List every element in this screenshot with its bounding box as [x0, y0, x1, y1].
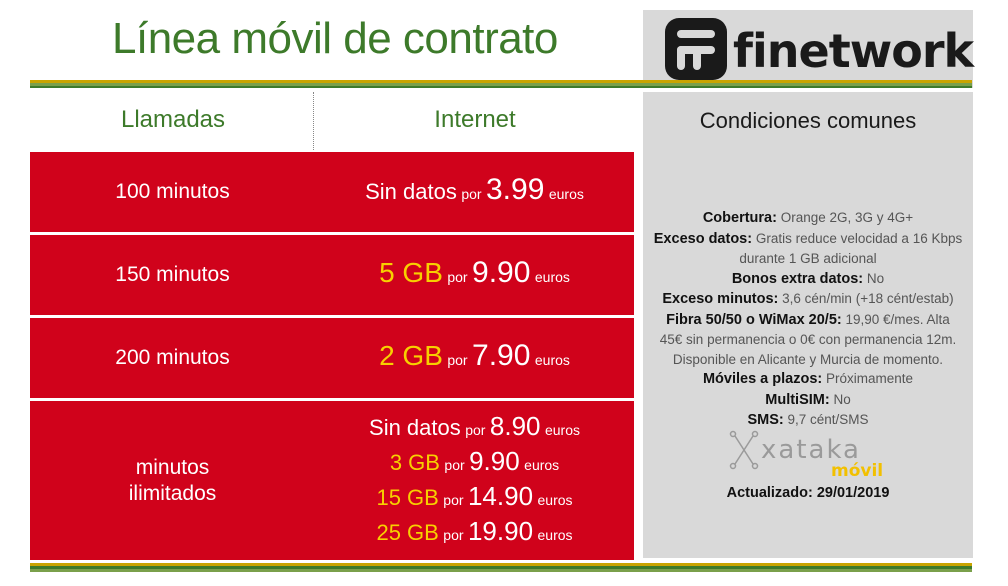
- offer-por: por: [465, 421, 486, 438]
- calls-line: ilimitados: [128, 481, 217, 505]
- condition-label: SMS:: [747, 412, 784, 428]
- condition-item: Móviles a plazos: Próximamente: [649, 369, 967, 390]
- plan-row: 100 minutos Sin datos por 3.99 euros: [30, 152, 634, 232]
- offer-unit: euros: [524, 456, 560, 473]
- condition-label: MultiSIM:: [765, 391, 830, 408]
- condition-item: Exceso datos: Gratis reduce velocidad a …: [649, 229, 967, 269]
- condition-value: 3,6 cén/min (+18 cént/estab): [782, 291, 954, 306]
- offer-line: Sin datos por 8.90 euros: [369, 411, 580, 446]
- plan-row: 150 minutos 5 GB por 9.90 euros: [30, 235, 634, 315]
- condition-value: Próximamente: [825, 371, 914, 386]
- offer-unit: euros: [534, 269, 570, 285]
- condition-label: Fibra 50/50 o WiMax 20/5:: [666, 311, 842, 328]
- condition-value: Gratis reduce velocidad a 16 Kbps: [755, 230, 963, 246]
- condition-item: SMS: 9,7 cént/SMS: [649, 410, 967, 431]
- calls-cell: 200 minutos: [115, 346, 230, 369]
- offer-price: 9.90: [469, 445, 520, 476]
- offer-line: 15 GB por 14.90 euros: [376, 481, 572, 516]
- condition-value: Disponible en Alicante y Murcia de momen…: [672, 351, 944, 367]
- offer-por: por: [443, 491, 464, 508]
- offer-line: 3 GB por 9.90 euros: [390, 446, 559, 481]
- offer-unit: euros: [548, 186, 584, 202]
- updated-date: Actualizado: 29/01/2019: [726, 485, 890, 501]
- calls-line: minutos: [135, 455, 210, 479]
- condition-value: 45€ sin permanencia o 0€ con permanencia…: [659, 332, 957, 347]
- watermark-line2: móvil: [831, 461, 883, 481]
- condition-label: Cobertura:: [702, 210, 777, 226]
- plan-row: minutos ilimitados Sin datos por 8.90 eu…: [30, 401, 634, 560]
- offer-data: 25 GB: [376, 519, 439, 545]
- condition-label: Exceso datos:: [653, 230, 753, 247]
- header-calls: Llamadas: [120, 106, 226, 133]
- offer-data: 3 GB: [389, 449, 440, 475]
- offer-price: 19.90: [467, 515, 534, 546]
- offer-line: 25 GB por 19.90 euros: [376, 516, 572, 551]
- offer-por: por: [447, 352, 468, 368]
- conditions-title: Condiciones comunes: [699, 108, 917, 133]
- brand-name: finetwork: [733, 24, 974, 78]
- condition-item: Exceso minutos: 3,6 cén/min (+18 cént/es…: [649, 289, 967, 310]
- offer-data: 15 GB: [376, 484, 439, 510]
- xataka-movil-watermark: xataka móvil: [729, 430, 883, 481]
- offer-unit: euros: [537, 491, 573, 508]
- condition-value: 19,90 €/mes. Alta: [845, 311, 950, 327]
- offer-price: 3.99: [486, 173, 545, 206]
- bottom-stripe-low: [30, 569, 972, 572]
- offer-line: Sin datos por 3.99 euros: [365, 174, 584, 210]
- condition-value: 9,7 cént/SMS: [787, 412, 869, 427]
- condition-value: Orange 2G, 3G y 4G+: [780, 210, 914, 225]
- condition-item: Fibra 50/50 o WiMax 20/5: 19,90 €/mes. A…: [649, 310, 967, 370]
- calls-cell: minutos ilimitados: [30, 401, 315, 560]
- offer-price: 14.90: [467, 480, 534, 511]
- offer-price: 9.90: [472, 256, 531, 289]
- header-divider: [313, 92, 314, 150]
- top-stripe: [30, 80, 972, 83]
- condition-value: No: [866, 270, 885, 286]
- internet-cell: Sin datos por 3.99 euros: [315, 152, 634, 232]
- condition-value: No: [833, 391, 851, 407]
- offer-data: 5 GB: [379, 257, 443, 288]
- offer-por: por: [447, 269, 468, 285]
- offer-por: por: [444, 456, 465, 473]
- calls-cell: 150 minutos: [115, 263, 230, 286]
- calls-cell: 100 minutos: [115, 180, 230, 203]
- watermark-line1: xataka: [761, 435, 861, 465]
- condition-label: Bonos extra datos:: [731, 270, 864, 287]
- circuit-x-icon: [729, 430, 759, 470]
- condition-item: MultiSIM: No: [649, 390, 967, 411]
- internet-cell: Sin datos por 8.90 euros 3 GB por 9.90 e…: [315, 401, 634, 560]
- offer-por: por: [443, 526, 464, 543]
- bottom-stripe: [30, 563, 972, 566]
- offer-por: por: [461, 186, 482, 202]
- offer-line: 2 GB por 7.90 euros: [379, 340, 570, 376]
- internet-cell: 5 GB por 9.90 euros: [315, 235, 634, 315]
- condition-label: Exceso minutos:: [662, 291, 779, 307]
- offer-price: 7.90: [472, 339, 531, 372]
- bottom-stripe-mid: [30, 566, 972, 569]
- finetwork-logo-icon: [665, 18, 727, 80]
- conditions-list: Cobertura: Orange 2G, 3G y 4G+ Exceso da…: [649, 208, 967, 431]
- internet-cell: 2 GB por 7.90 euros: [315, 318, 634, 398]
- offer-line: 5 GB por 9.90 euros: [379, 257, 570, 293]
- conditions-panel: Condiciones comunes Cobertura: Orange 2G…: [643, 92, 973, 558]
- condition-item: Bonos extra datos: No: [649, 269, 967, 290]
- offer-price: 8.90: [489, 410, 541, 441]
- plan-row: 200 minutos 2 GB por 7.90 euros: [30, 318, 634, 398]
- page-title: Línea móvil de contrato: [112, 14, 558, 63]
- offer-unit: euros: [534, 352, 570, 368]
- offer-data: Sin datos: [365, 179, 457, 204]
- header-internet: Internet: [434, 106, 516, 133]
- offer-data: 2 GB: [379, 340, 443, 371]
- top-stripe-low: [30, 86, 972, 88]
- offer-unit: euros: [537, 526, 573, 543]
- condition-value: durante 1 GB adicional: [739, 251, 877, 266]
- brand-logo: finetwork: [643, 10, 974, 88]
- condition-label: Móviles a plazos:: [702, 371, 823, 387]
- top-stripe-mid: [30, 83, 972, 86]
- condition-item: Cobertura: Orange 2G, 3G y 4G+: [649, 208, 967, 229]
- offer-data: Sin datos: [369, 414, 461, 440]
- offer-unit: euros: [544, 421, 580, 438]
